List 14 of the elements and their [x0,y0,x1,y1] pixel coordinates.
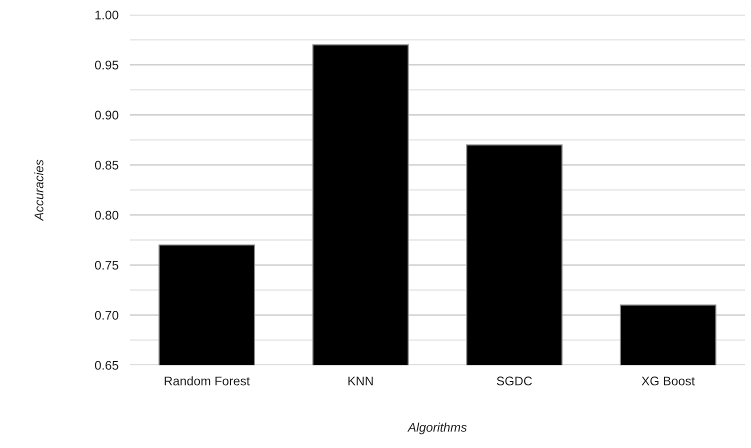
x-axis-title: Algorithms [407,422,467,434]
y-tick-label: 0.95 [94,60,118,70]
y-axis-title: Accuracies [34,160,44,222]
x-tick-label: XG Boost [642,376,695,386]
y-tick-label: 0.65 [94,360,118,370]
x-tick-label: SGDC [496,376,532,386]
x-tick-label: Random Forest [164,376,250,386]
y-tick-label: 0.70 [94,310,118,320]
y-tick-label: 1.00 [95,10,118,20]
x-tick-label: KNN [348,376,373,386]
y-tick-label: 0.80 [94,210,118,220]
y-tick-label: 0.85 [94,160,118,170]
y-tick-label: 0.90 [94,110,118,120]
y-tick-label: 0.75 [94,260,118,270]
